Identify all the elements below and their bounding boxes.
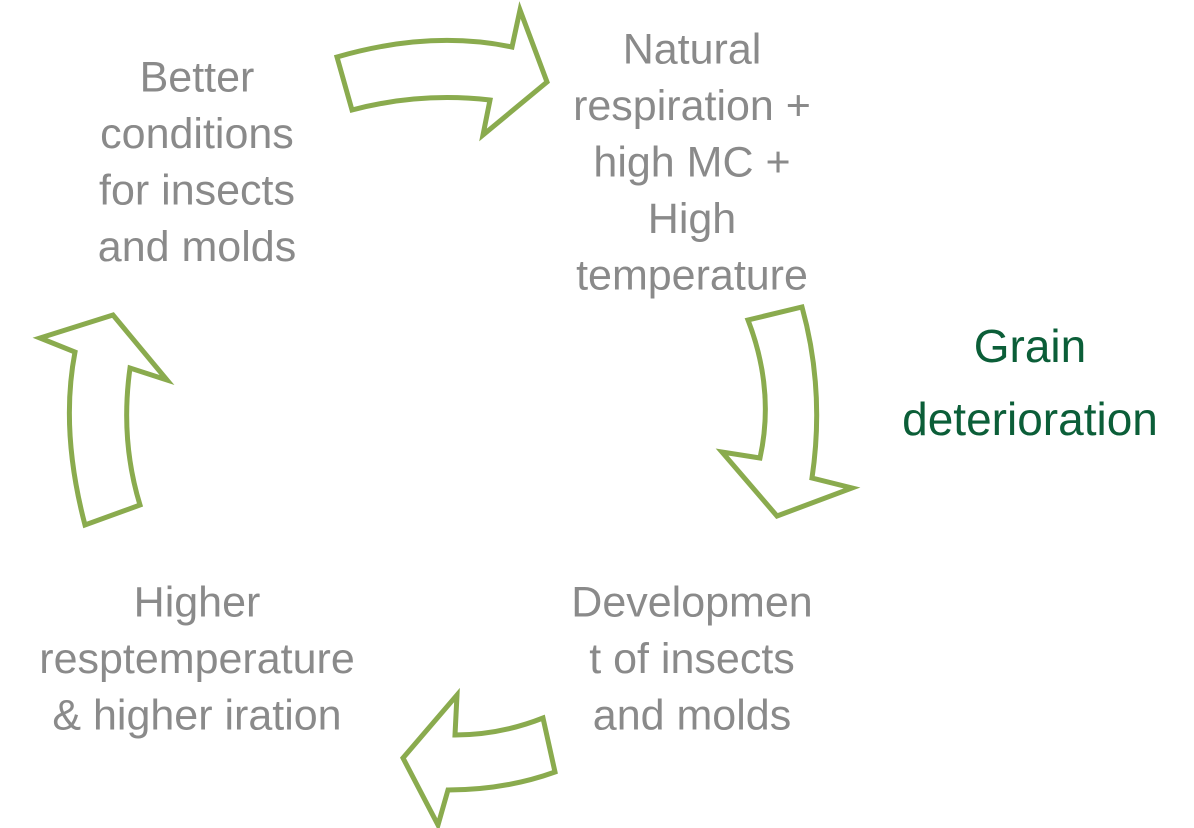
- node-label: resptemperature: [39, 635, 355, 683]
- nodes: Better conditions for insects and molds Natu…: [39, 25, 812, 739]
- arrow: [400, 687, 558, 828]
- node-label: High: [648, 195, 736, 243]
- node: Natural respiration + high MC + High tempera…: [573, 25, 811, 299]
- node-label: Higher: [134, 578, 261, 626]
- node-label: Natural: [623, 25, 762, 73]
- center-title-line: Grain: [974, 320, 1086, 372]
- node-label: Developmen: [571, 578, 812, 626]
- node-label: t of insects: [589, 635, 795, 683]
- center-title: Grain deterioration: [902, 320, 1158, 445]
- node-label: respiration +: [573, 82, 811, 130]
- node-label: & higher iration: [52, 691, 341, 739]
- center-title-line: deterioration: [902, 393, 1158, 445]
- arrow: [715, 304, 861, 519]
- node-label: conditions: [100, 110, 294, 158]
- node: Better conditions for insects and molds: [98, 53, 296, 271]
- node-label: Better: [140, 53, 255, 101]
- node-label: high MC +: [593, 138, 790, 186]
- node-label: and molds: [593, 691, 791, 739]
- node-label: temperature: [576, 251, 808, 299]
- node-label: for insects: [99, 166, 295, 214]
- node: Higher resptemperature & higher iration: [39, 578, 355, 739]
- arrow: [333, 1, 550, 142]
- node-label: and molds: [98, 223, 296, 271]
- node: Developmen t of insects and molds: [571, 578, 812, 739]
- arrow: [32, 312, 175, 529]
